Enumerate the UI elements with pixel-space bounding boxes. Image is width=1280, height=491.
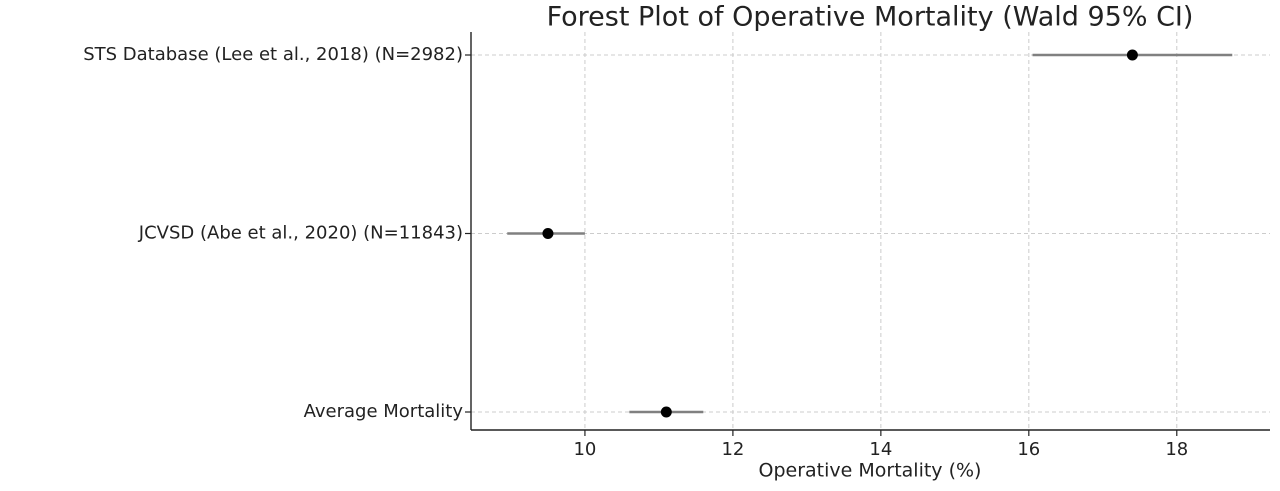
point-estimate (660, 406, 672, 418)
y-tick-label: JCVSD (Abe et al., 2020) (N=11843) (138, 223, 463, 244)
y-tick-label: STS Database (Lee et al., 2018) (N=2982) (83, 44, 463, 65)
x-axis-label: Operative Mortality (%) (759, 460, 982, 482)
y-tick-label: Average Mortality (304, 401, 464, 422)
x-tick-label: 10 (573, 439, 596, 460)
x-tick-label: 18 (1165, 439, 1188, 460)
x-tick-label: 16 (1017, 439, 1040, 460)
x-tick-label: 12 (721, 439, 744, 460)
point-estimate (1126, 49, 1138, 61)
x-tick-label: 14 (869, 439, 892, 460)
point-estimate (542, 228, 554, 239)
chart-title: Forest Plot of Operative Mortality (Wald… (547, 2, 1194, 33)
